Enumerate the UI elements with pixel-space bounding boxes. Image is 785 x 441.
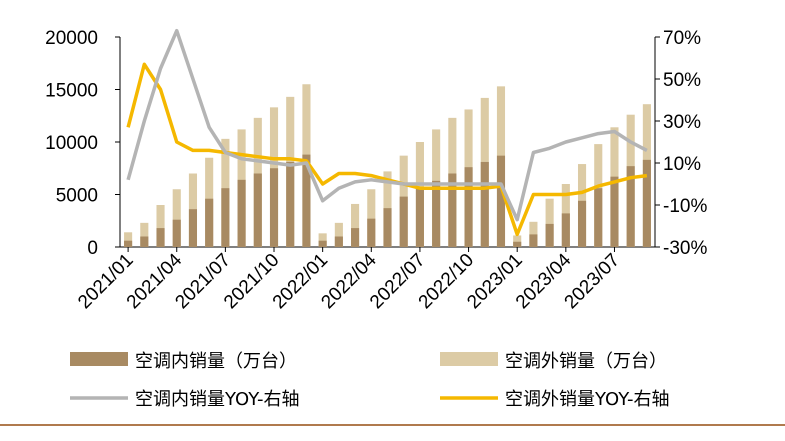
bar — [415, 188, 424, 247]
y-tick-label: 15000 — [45, 81, 98, 102]
bar — [269, 168, 279, 247]
bar — [334, 236, 343, 247]
legend-label: 空调内销量YOY-右轴 — [135, 389, 300, 410]
bar — [367, 218, 376, 247]
bar — [513, 241, 522, 247]
legend-swatch — [440, 352, 498, 366]
bar — [383, 208, 392, 247]
bar — [140, 236, 149, 247]
bar — [156, 205, 165, 247]
y-tick-label: 20000 — [45, 28, 98, 49]
bar — [172, 219, 181, 247]
bar — [432, 180, 441, 247]
bar — [156, 228, 165, 247]
bar — [286, 161, 295, 247]
y2-tick-label: 30% — [663, 112, 701, 133]
legend-swatch — [70, 352, 128, 366]
bar — [221, 188, 230, 247]
bar — [237, 179, 246, 247]
bar — [318, 240, 327, 247]
bar — [140, 222, 149, 247]
bar — [529, 234, 538, 247]
bar — [464, 167, 473, 247]
line — [126, 62, 648, 237]
bar — [594, 188, 603, 247]
bar — [448, 173, 457, 247]
bar — [124, 232, 133, 247]
y-tick-label: 10000 — [45, 133, 98, 154]
bar — [188, 209, 198, 247]
y2-tick-label: 10% — [663, 154, 701, 175]
y2-tick-label: 50% — [663, 70, 701, 91]
y2-tick-label: -10% — [663, 196, 707, 217]
bar — [626, 166, 635, 247]
bar — [577, 200, 587, 247]
y2-tick-label: -30% — [663, 238, 707, 259]
bar — [367, 189, 376, 247]
x-tick-label: 2023/07 — [561, 250, 624, 313]
line — [126, 28, 648, 222]
bar — [351, 228, 360, 247]
legend-label: 空调外销量YOY-右轴 — [505, 389, 670, 410]
bar — [545, 223, 554, 247]
bar — [124, 240, 133, 247]
bar — [172, 189, 181, 247]
bar — [351, 203, 360, 247]
bar — [253, 173, 262, 247]
bar — [610, 176, 619, 247]
bar — [496, 155, 506, 247]
bar — [513, 235, 522, 247]
bar — [642, 159, 651, 247]
bar — [318, 233, 327, 247]
y-tick-label: 0 — [87, 238, 98, 259]
legend-label: 空调内销量（万台） — [135, 351, 297, 372]
bar — [399, 196, 408, 247]
bar — [334, 222, 343, 247]
bar — [480, 161, 489, 247]
y-tick-label: 5000 — [56, 186, 98, 207]
bar — [561, 213, 570, 247]
bar — [205, 198, 214, 247]
bar — [545, 198, 554, 247]
bar — [302, 154, 311, 247]
y2-tick-label: 70% — [663, 28, 701, 49]
legend-label: 空调外销量（万台） — [505, 351, 667, 372]
